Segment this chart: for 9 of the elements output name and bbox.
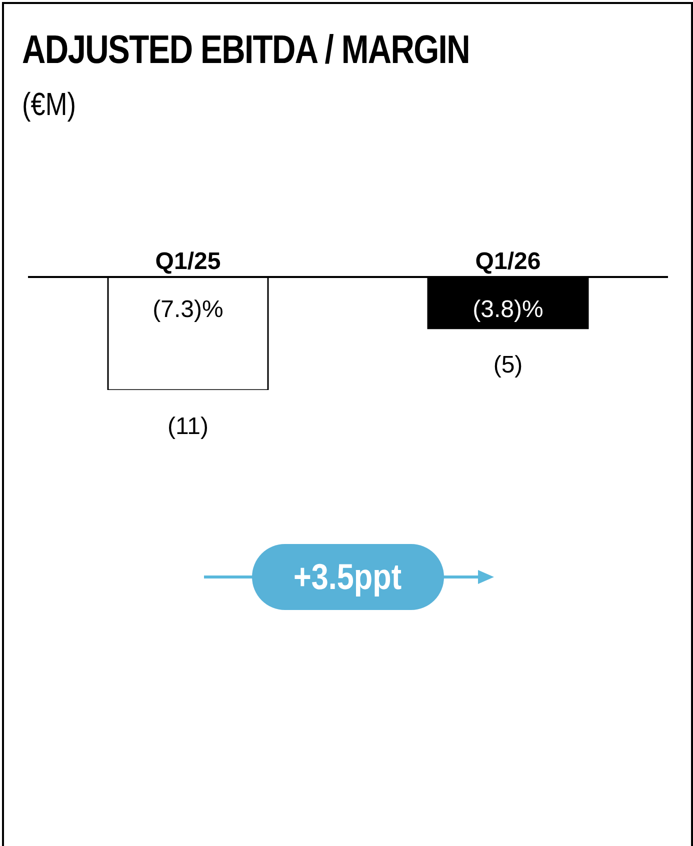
data-label: (5) — [493, 351, 523, 378]
chart-title: ADJUSTED EBITDA / MARGIN — [22, 28, 470, 73]
chart-subtitle: (€M) — [22, 86, 76, 123]
data-label: (11) — [168, 413, 208, 440]
x-tick-label: Q1/26 — [475, 248, 541, 275]
annotation: (3.8)% — [472, 296, 544, 323]
text: +3.5ppt — [294, 556, 402, 598]
annotation: (7.3)% — [152, 296, 224, 323]
x-tick-label: Q1/25 — [155, 248, 221, 275]
